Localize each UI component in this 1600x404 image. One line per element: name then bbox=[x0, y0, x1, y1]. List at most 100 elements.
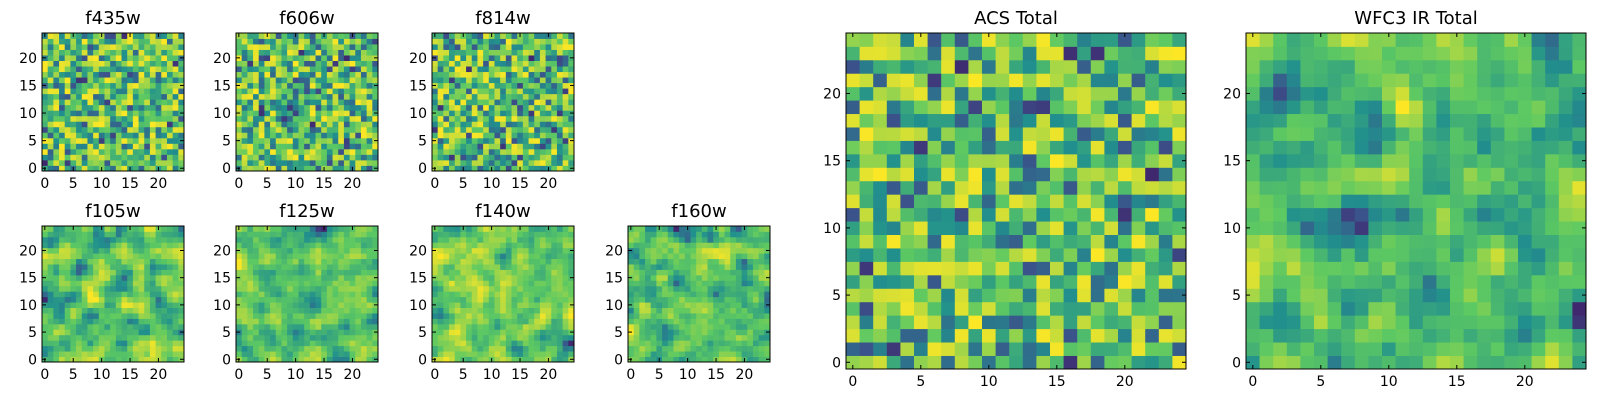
heatmap-pixel bbox=[449, 248, 455, 254]
y-tick-label: 15 bbox=[19, 271, 37, 287]
heatmap-pixel bbox=[449, 318, 455, 324]
heatmap-pixel bbox=[270, 88, 276, 94]
heatmap-pixel bbox=[316, 231, 322, 237]
heatmap-pixel bbox=[242, 61, 248, 67]
heatmap-pixel bbox=[690, 242, 696, 248]
heatmap-pixel bbox=[860, 181, 874, 195]
heatmap-pixel bbox=[298, 297, 304, 303]
heatmap-pixel bbox=[546, 291, 552, 297]
heatmap-pixel bbox=[551, 121, 557, 127]
heatmap-pixel bbox=[316, 50, 322, 56]
heatmap-pixel bbox=[438, 61, 444, 67]
heatmap-pixel bbox=[150, 264, 156, 270]
heatmap-pixel bbox=[350, 154, 356, 160]
heatmap-pixel bbox=[860, 288, 874, 302]
heatmap-pixel bbox=[449, 39, 455, 45]
heatmap-pixel bbox=[540, 275, 546, 281]
heatmap-pixel bbox=[500, 275, 506, 281]
heatmap-pixel bbox=[70, 138, 76, 144]
heatmap-pixel bbox=[139, 318, 145, 324]
heatmap-pixel bbox=[472, 231, 478, 237]
heatmap-pixel bbox=[344, 77, 350, 83]
heatmap-pixel bbox=[104, 335, 110, 341]
heatmap-pixel bbox=[1077, 248, 1091, 262]
heatmap-pixel bbox=[144, 237, 150, 243]
heatmap-pixel bbox=[472, 270, 478, 276]
heatmap-pixel bbox=[443, 121, 449, 127]
heatmap-pixel bbox=[512, 160, 518, 166]
heatmap-pixel bbox=[333, 291, 339, 297]
heatmap-pixel bbox=[338, 77, 344, 83]
heatmap-pixel bbox=[116, 127, 122, 133]
heatmap-pixel bbox=[338, 308, 344, 314]
heatmap-pixel bbox=[361, 302, 367, 308]
heatmap-pixel bbox=[42, 72, 48, 78]
heatmap-pixel bbox=[534, 264, 540, 270]
heatmap-pixel bbox=[483, 94, 489, 100]
heatmap-pixel bbox=[546, 72, 552, 78]
heatmap-pixel bbox=[144, 253, 150, 259]
heatmap-pixel bbox=[546, 44, 552, 50]
heatmap-pixel bbox=[116, 61, 122, 67]
heatmap-pixel bbox=[483, 61, 489, 67]
heatmap-pixel bbox=[1009, 329, 1023, 343]
heatmap-pixel bbox=[122, 88, 128, 94]
heatmap-pixel bbox=[82, 154, 88, 160]
x-tick-label: 10 bbox=[679, 367, 697, 383]
heatmap-pixel bbox=[264, 154, 270, 160]
heatmap-pixel bbox=[512, 291, 518, 297]
heatmap-pixel bbox=[764, 346, 770, 352]
heatmap-pixel bbox=[99, 72, 105, 78]
heatmap-pixel bbox=[645, 248, 651, 254]
heatmap-pixel bbox=[551, 99, 557, 105]
heatmap-pixel bbox=[259, 270, 265, 276]
heatmap-pixel bbox=[455, 351, 461, 357]
heatmap-pixel bbox=[651, 242, 657, 248]
y-tick-label: 5 bbox=[28, 325, 37, 341]
heatmap-pixel bbox=[259, 154, 265, 160]
heatmap-pixel bbox=[639, 264, 645, 270]
heatmap-pixel bbox=[161, 61, 167, 67]
heatmap-pixel bbox=[321, 61, 327, 67]
heatmap-pixel bbox=[127, 313, 133, 319]
heatmap-pixel bbox=[1132, 208, 1146, 222]
heatmap-pixel bbox=[690, 286, 696, 292]
heatmap-pixel bbox=[742, 329, 748, 335]
heatmap-pixel bbox=[59, 77, 65, 83]
heatmap-pixel bbox=[1091, 342, 1105, 356]
heatmap-pixel bbox=[494, 88, 500, 94]
heatmap-pixel bbox=[178, 72, 184, 78]
heatmap-pixel bbox=[887, 288, 901, 302]
heatmap-pixel bbox=[87, 318, 93, 324]
heatmap-pixel bbox=[753, 297, 759, 303]
heatmap-pixel bbox=[287, 259, 293, 265]
heatmap-pixel bbox=[1036, 288, 1050, 302]
heatmap-pixel bbox=[242, 302, 248, 308]
heatmap-pixel bbox=[264, 242, 270, 248]
heatmap-pixel bbox=[1172, 302, 1186, 316]
heatmap-pixel bbox=[563, 297, 569, 303]
heatmap-pixel bbox=[873, 167, 887, 181]
heatmap-pixel bbox=[534, 302, 540, 308]
heatmap-pixel bbox=[506, 340, 512, 346]
heatmap-pixel bbox=[264, 143, 270, 149]
heatmap-pixel bbox=[529, 297, 535, 303]
heatmap-pixel bbox=[161, 50, 167, 56]
heatmap-pixel bbox=[293, 61, 299, 67]
heatmap-pixel bbox=[466, 313, 472, 319]
heatmap-pixel bbox=[742, 264, 748, 270]
heatmap-pixel bbox=[48, 110, 54, 116]
heatmap-pixel bbox=[685, 340, 691, 346]
heatmap-pixel bbox=[438, 39, 444, 45]
heatmap-pixel bbox=[293, 346, 299, 352]
heatmap-pixel bbox=[65, 297, 71, 303]
heatmap-pixel bbox=[110, 242, 116, 248]
heatmap-pixel bbox=[82, 313, 88, 319]
heatmap-pixel bbox=[253, 351, 259, 357]
heatmap-pixel bbox=[367, 318, 373, 324]
heatmap-pixel bbox=[477, 116, 483, 122]
heatmap-pixel bbox=[466, 116, 472, 122]
heatmap-pixel bbox=[310, 110, 316, 116]
heatmap-pixel bbox=[338, 259, 344, 265]
heatmap-pixel bbox=[70, 248, 76, 254]
